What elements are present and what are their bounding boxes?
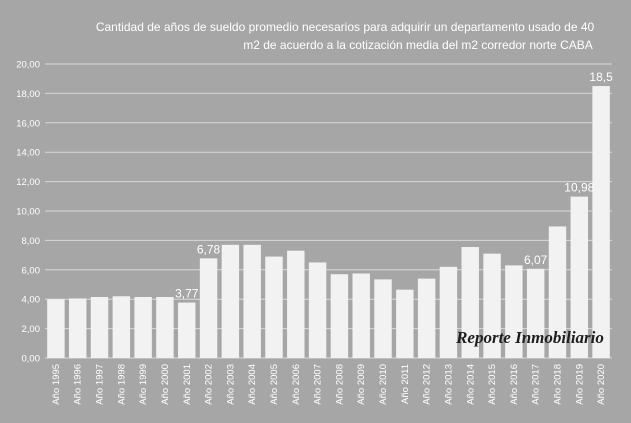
bar xyxy=(505,265,523,358)
x-tick-label: Año 2007 xyxy=(313,364,324,405)
x-tick-label: Año 2011 xyxy=(400,364,411,404)
bar xyxy=(396,289,414,358)
x-tick-label: Año 2006 xyxy=(291,364,302,405)
y-tick-label: 4,00 xyxy=(22,295,41,306)
x-tick-label: Año 2013 xyxy=(443,364,454,405)
watermark-logo: Reporte Inmobiliario xyxy=(455,328,604,347)
data-label: 10,98 xyxy=(564,181,594,195)
x-tick-label: Año 2002 xyxy=(204,364,215,405)
bars xyxy=(47,86,610,359)
y-tick-label: 6,00 xyxy=(22,265,41,276)
bar xyxy=(199,258,218,358)
bar xyxy=(221,244,240,358)
x-tick-label: Año 1995 xyxy=(51,364,62,405)
data-label: 3,77 xyxy=(175,287,199,301)
x-tick-label: Año 2009 xyxy=(356,364,367,405)
bar xyxy=(178,302,196,358)
x-tick-label: Año 2012 xyxy=(422,364,433,405)
data-label: 6,78 xyxy=(197,242,221,256)
bar xyxy=(570,196,589,358)
x-tick-label: Año 2008 xyxy=(334,364,345,405)
bar xyxy=(461,247,479,358)
bar xyxy=(592,86,610,359)
x-tick-label: Año 2020 xyxy=(596,364,607,405)
x-tick-label: Año 2017 xyxy=(531,364,542,405)
y-tick-label: 16,00 xyxy=(16,118,40,129)
x-tick-label: Año 2000 xyxy=(160,364,171,405)
bar xyxy=(308,262,327,358)
y-tick-label: 20,00 xyxy=(16,60,40,71)
y-tick-label: 0,00 xyxy=(22,354,41,365)
x-tick-label: Año 2019 xyxy=(574,364,585,405)
bar xyxy=(287,250,305,358)
x-tick-label: Año 2005 xyxy=(269,364,280,405)
bar xyxy=(112,296,131,358)
x-tick-label: Año 2016 xyxy=(509,364,520,405)
data-label: 18,5 xyxy=(589,70,613,84)
bar xyxy=(243,244,261,358)
bar xyxy=(47,299,65,358)
bar xyxy=(374,279,392,358)
y-tick-label: 18,00 xyxy=(16,89,40,100)
y-tick-label: 12,00 xyxy=(16,177,40,188)
y-tick-label: 2,00 xyxy=(22,324,41,335)
x-tick-label: Año 2014 xyxy=(465,364,476,405)
x-tick-label: Año 1996 xyxy=(73,364,84,405)
x-tick-label: Año 2003 xyxy=(225,364,236,405)
chart-title-line-2: m2 de acuerdo a la cotización media del … xyxy=(243,38,593,52)
y-tick-label: 10,00 xyxy=(16,207,40,218)
bar xyxy=(330,274,349,358)
chart-title-line-1: Cantidad de años de sueldo promedio nece… xyxy=(96,20,595,34)
x-tick-label: Año 2015 xyxy=(487,364,498,405)
bar xyxy=(548,226,567,358)
y-tick-label: 8,00 xyxy=(22,236,41,247)
x-tick-label: Año 2004 xyxy=(247,364,258,405)
y-axis-ticks: 0,00 2,00 4,00 6,00 8,00 10,00 12,00 14,00 16,00… xyxy=(16,60,40,365)
x-tick-label: Año 2001 xyxy=(182,364,193,405)
y-tick-label: 14,00 xyxy=(16,148,40,159)
bar xyxy=(439,266,458,358)
bar xyxy=(156,296,174,358)
bar xyxy=(265,256,283,358)
x-tick-label: Año 1999 xyxy=(138,364,149,405)
x-tick-label: Año 1997 xyxy=(95,364,106,405)
bar xyxy=(483,253,501,358)
bar xyxy=(417,278,436,358)
bar xyxy=(90,296,109,358)
x-tick-label: Año 1998 xyxy=(116,364,127,405)
bar xyxy=(526,268,545,358)
bar xyxy=(352,273,370,358)
x-tick-label: Año 2018 xyxy=(552,364,563,405)
chart-title: Cantidad de años de sueldo promedio nece… xyxy=(96,20,595,52)
data-labels: 3,77 6,78 6,07 10,98 18,5 xyxy=(175,70,613,301)
data-label: 6,07 xyxy=(524,253,548,267)
x-axis-ticks: Año 1995 Año 1996 Año 1997 Año 1998 Año 1999… xyxy=(51,364,607,405)
x-tick-label: Año 2010 xyxy=(378,364,389,405)
bar xyxy=(134,296,152,358)
bar xyxy=(68,298,87,358)
